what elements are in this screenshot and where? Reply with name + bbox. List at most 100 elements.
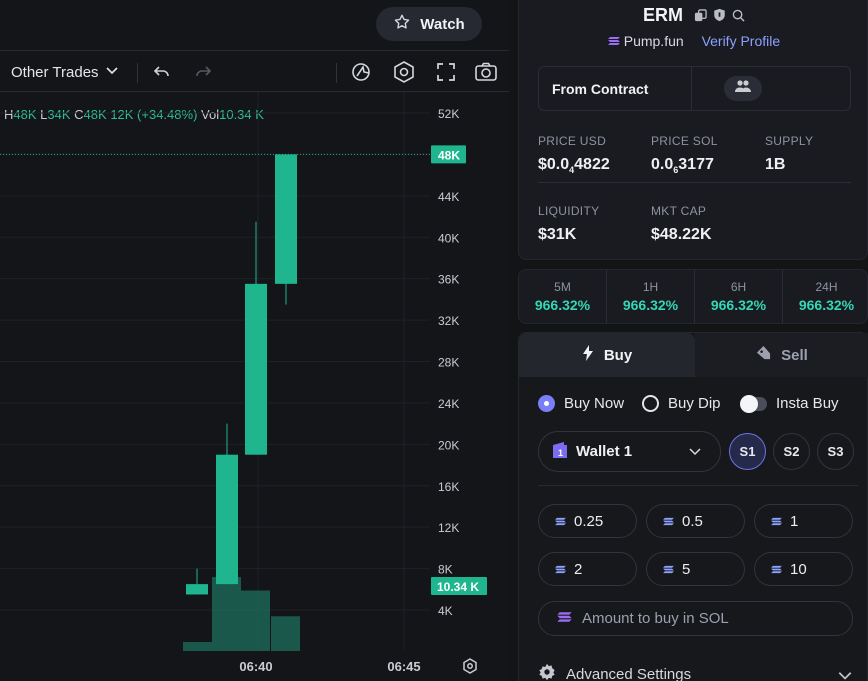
solana-icon [771, 513, 782, 530]
stat-market-cap: MKT CAP $48.22K [651, 204, 712, 243]
amount-preset-button[interactable]: 1 [754, 504, 853, 538]
candle-body [216, 454, 238, 585]
platform-link[interactable]: Pump.fun [623, 33, 684, 49]
redo-icon[interactable] [193, 52, 213, 92]
amount-preset-button[interactable]: 0.5 [646, 504, 745, 538]
amount-preset-button[interactable]: 5 [646, 552, 745, 586]
change-24h[interactable]: 24H 966.32% [798, 280, 855, 313]
volume-badge [431, 577, 487, 595]
watch-button[interactable]: Watch [376, 7, 482, 41]
undo-icon[interactable] [152, 52, 172, 92]
option-buy-dip[interactable]: Buy Dip [642, 395, 721, 412]
price-chart[interactable]: 52K48K44K40K36K32K28K24K20K16K12K8K4K48K… [0, 92, 509, 681]
amount-placeholder: Amount to buy in SOL [582, 610, 729, 627]
divider [694, 270, 695, 323]
change-6h[interactable]: 6H 966.32% [710, 280, 767, 313]
token-sidebar: ERM Pump.fun Verify Profile From Contrac… [518, 0, 868, 681]
volume-bar [271, 616, 300, 651]
radio-selected-icon [538, 395, 555, 412]
chevron-down-icon [837, 667, 853, 681]
x-tick-label: 06:40 [239, 659, 272, 674]
volume-badge-label: 10.34 K [437, 580, 479, 594]
svg-text:1: 1 [558, 448, 563, 458]
chart-toolbar: Other Trades [0, 52, 509, 92]
amount-preset-button[interactable]: 10 [754, 552, 853, 586]
camera-icon[interactable] [474, 52, 498, 92]
toggle-switch[interactable] [740, 394, 767, 413]
volume-bar [183, 642, 212, 651]
trade-panel: Buy Sell Buy Now Buy Dip Insta Buy 1 Wal… [518, 332, 868, 681]
chevron-down-icon [688, 444, 702, 462]
lightning-icon [582, 345, 594, 365]
axis-settings-icon[interactable] [463, 658, 477, 674]
tab-buy[interactable]: Buy [519, 333, 695, 377]
insta-buy-toggle[interactable]: Insta Buy [740, 394, 839, 413]
toolbar-divider [137, 63, 138, 83]
y-tick-label: 24K [438, 397, 459, 411]
divider [538, 182, 851, 183]
other-trades-dropdown[interactable]: Other Trades [11, 52, 119, 92]
divider [538, 485, 858, 486]
divider [606, 270, 607, 323]
y-tick-label: 16K [438, 480, 459, 494]
watch-label: Watch [420, 15, 465, 33]
copy-icon[interactable] [694, 6, 707, 27]
amount-input[interactable]: Amount to buy in SOL [538, 601, 853, 636]
shield-icon[interactable] [713, 6, 726, 27]
settings-hex-icon[interactable] [392, 52, 416, 92]
price-badge [431, 145, 466, 164]
token-title: ERM [519, 5, 868, 27]
candle-body [186, 584, 208, 595]
solana-icon [663, 513, 674, 530]
wallet-select[interactable]: 1 Wallet 1 [538, 431, 721, 472]
tag-icon [756, 345, 771, 365]
solana-icon [555, 561, 566, 578]
chevron-down-icon [105, 63, 119, 81]
y-tick-label: 36K [438, 273, 459, 287]
users-icon [734, 79, 752, 98]
wallet-icon: 1 [552, 441, 568, 463]
solana-icon [557, 610, 572, 627]
y-tick-label: 32K [438, 314, 459, 328]
y-tick-label: 12K [438, 521, 459, 535]
y-tick-label: 44K [438, 190, 459, 204]
holders-button[interactable] [724, 76, 762, 101]
slot-s2-button[interactable]: S2 [773, 433, 810, 470]
change-5m[interactable]: 5M 966.32% [534, 280, 591, 313]
tab-sell[interactable]: Sell [695, 333, 868, 377]
price-change-card: 5M 966.32% 1H 966.32% 6H 966.32% 24H 966.32% [518, 269, 868, 324]
solana-icon [607, 33, 620, 49]
ohlc-readout: H48K L34K C48K 12K (+34.48%) Vol10.34 K [4, 107, 264, 122]
verify-profile-link[interactable]: Verify Profile [701, 33, 781, 49]
y-tick-label: 40K [438, 231, 459, 245]
chart-panel: Watch Other Trades H48K [0, 0, 509, 681]
search-icon[interactable] [732, 6, 745, 27]
y-tick-label: 8K [438, 563, 453, 577]
token-info-card: ERM Pump.fun Verify Profile From Contrac… [518, 0, 868, 260]
solana-icon [771, 561, 782, 578]
fullscreen-icon[interactable] [435, 52, 457, 92]
from-contract-label: From Contract [552, 80, 649, 97]
stat-price-sol: PRICE SOL 0.063177 [651, 134, 718, 176]
slot-s1-button[interactable]: S1 [729, 433, 766, 470]
stat-price-usd: PRICE USD $0.044822 [538, 134, 610, 176]
advanced-settings-toggle[interactable]: Advanced Settings [538, 663, 853, 681]
stat-supply: SUPPLY 1B [765, 134, 814, 173]
stat-liquidity: LIQUIDITY $31K [538, 204, 600, 243]
amount-preset-button[interactable]: 0.25 [538, 504, 637, 538]
divider [782, 270, 783, 323]
slot-s3-button[interactable]: S3 [817, 433, 854, 470]
option-buy-now[interactable]: Buy Now [538, 395, 624, 412]
solana-icon [555, 513, 566, 530]
star-icon [393, 13, 411, 35]
contract-row: From Contract [538, 66, 851, 111]
chart-header: Watch [0, 0, 509, 51]
solana-icon [663, 561, 674, 578]
change-1h[interactable]: 1H 966.32% [622, 280, 679, 313]
toolbar-divider [336, 63, 337, 83]
y-tick-label: 20K [438, 438, 459, 452]
amount-preset-button[interactable]: 2 [538, 552, 637, 586]
indicator-icon[interactable] [350, 52, 374, 92]
candle-body [275, 154, 297, 284]
price-badge-label: 48K [438, 148, 460, 162]
